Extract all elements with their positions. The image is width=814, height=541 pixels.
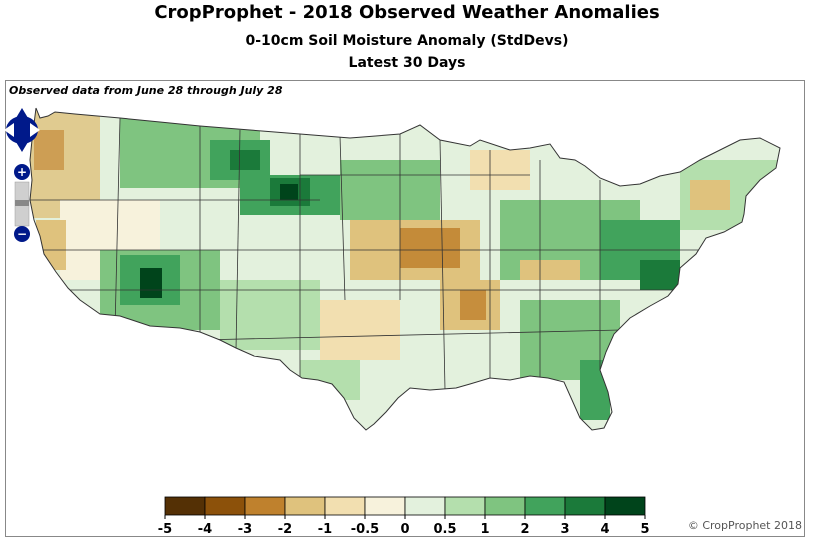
pan-control[interactable] [4, 108, 40, 152]
anomaly-region [300, 360, 360, 400]
chart-title: CropProphet - 2018 Observed Weather Anom… [154, 2, 660, 23]
anomaly-region [580, 360, 610, 420]
anomaly-region [280, 184, 298, 200]
pan-up-icon[interactable] [16, 108, 28, 118]
zoom-slider[interactable] [14, 181, 30, 227]
zoom-in-label: + [17, 165, 27, 179]
anomaly-region [340, 160, 440, 220]
zoom-out-label: − [17, 227, 27, 241]
us-landmass [29, 107, 781, 431]
anomaly-region [400, 228, 460, 268]
pan-right-icon[interactable] [30, 123, 40, 137]
pan-down-icon[interactable] [16, 142, 28, 152]
anomaly-region [640, 260, 680, 290]
observed-period-note: Observed data from June 28 through July … [9, 84, 283, 97]
anomaly-region [140, 268, 162, 298]
anomaly-region [690, 180, 730, 210]
zoom-out-button[interactable]: − [14, 226, 30, 242]
zoom-in-button[interactable]: + [14, 164, 30, 180]
anomaly-region [470, 150, 530, 190]
anomaly-region [520, 260, 580, 280]
anomaly-region [230, 150, 260, 170]
chart-subtitle: 0-10cm Soil Moisture Anomaly (StdDevs) [245, 33, 569, 49]
period-label: Latest 30 Days [348, 55, 466, 71]
state-borders [30, 117, 700, 391]
anomaly-region [520, 300, 620, 380]
pan-left-icon[interactable] [4, 123, 14, 137]
anomaly-region [320, 300, 400, 360]
anomaly-region [34, 130, 64, 170]
anomaly-region [460, 290, 486, 320]
map-navigation: + − [4, 108, 40, 242]
copyright: © CropProphet 2018 [687, 519, 802, 532]
